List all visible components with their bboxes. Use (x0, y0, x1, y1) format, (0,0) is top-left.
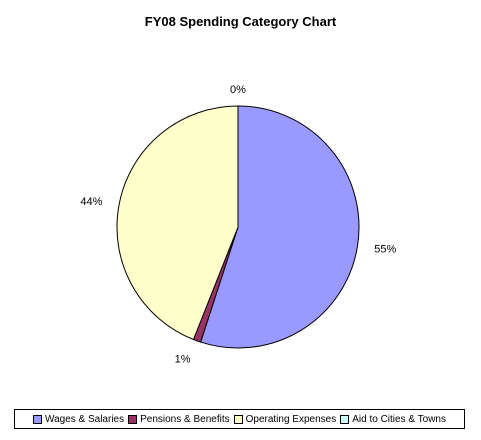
data-label-operating-expenses: 44% (80, 196, 102, 208)
pie-slice-wages-salaries (199, 105, 360, 349)
legend-swatch-operating-expenses (233, 414, 243, 424)
data-label-pensions-benefits: 1% (175, 354, 191, 366)
legend-item-wages-salaries: Wages & Salaries (33, 414, 124, 425)
legend-item-pensions-benefits: Pensions & Benefits (128, 414, 230, 425)
legend-label-wages-salaries: Wages & Salaries (45, 413, 125, 425)
legend-item-operating-expenses: Operating Expenses (233, 413, 337, 425)
legend-label-operating-expenses: Operating Expenses (245, 413, 337, 425)
chart-title: FY08 Spending Category Chart (144, 14, 337, 29)
data-label-aid-to-cities-towns: 0% (230, 84, 246, 96)
legend: Wages & Salaries Pensions & Benefits Opera… (14, 409, 465, 429)
pie-chart: 55% 1% 44% 0% (80, 84, 396, 366)
legend-label-pensions-benefits: Pensions & Benefits (140, 413, 230, 425)
legend-swatch-pensions-benefits (128, 414, 138, 424)
data-label-wages-salaries: 55% (374, 244, 396, 256)
legend-swatch-wages-salaries (33, 414, 42, 424)
legend-label-aid-to-cities-towns: Aid to Cities & Towns (352, 413, 446, 425)
pie-slice-operating-expenses (116, 105, 239, 341)
legend-swatch-aid-to-cities-towns (340, 414, 350, 424)
legend-item-aid-to-cities-towns: Aid to Cities & Towns (340, 414, 446, 425)
